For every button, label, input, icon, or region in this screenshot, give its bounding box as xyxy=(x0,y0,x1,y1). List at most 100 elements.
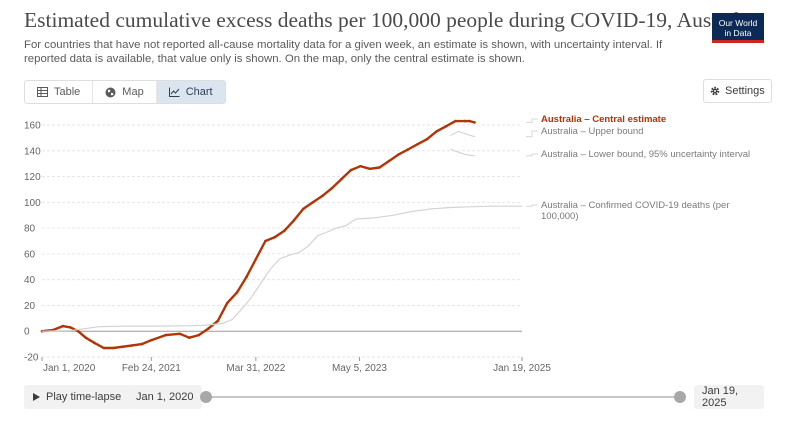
data-point xyxy=(61,324,65,328)
data-point xyxy=(245,275,248,279)
x-tick-label: Feb 24, 2021 xyxy=(122,363,181,374)
line-chart-icon xyxy=(168,87,180,97)
y-tick-label: 60 xyxy=(24,249,36,260)
timeline-start-handle[interactable] xyxy=(200,391,212,403)
owid-logo[interactable]: Our World in Data xyxy=(712,13,764,43)
data-point xyxy=(368,167,372,171)
x-tick-label: May 5, 2023 xyxy=(332,363,387,374)
view-tabs: Table Map Chart xyxy=(24,80,226,104)
data-point xyxy=(112,346,115,350)
legend-connector xyxy=(526,118,538,123)
play-timelapse-button[interactable]: Play time-lapse xyxy=(24,385,131,409)
axes: -20 0 20 40 60 80 100 120 140 160 Jan 1, 2020 Feb 2… xyxy=(24,121,551,375)
data-point xyxy=(207,327,210,330)
data-point xyxy=(254,257,258,261)
legend-connector xyxy=(526,153,538,157)
tab-chart[interactable]: Chart xyxy=(156,81,225,103)
data-point xyxy=(93,341,96,345)
tab-map[interactable]: Map xyxy=(93,81,157,103)
data-point xyxy=(140,342,144,346)
data-point xyxy=(416,143,419,146)
logo-line-2: in Data xyxy=(724,28,752,38)
x-tick-label: Jan 1, 2020 xyxy=(43,363,96,374)
series-line-lower xyxy=(450,149,475,157)
globe-icon xyxy=(105,87,116,97)
data-point xyxy=(349,168,353,172)
data-point xyxy=(188,336,191,340)
data-point xyxy=(121,345,125,349)
data-point xyxy=(311,201,315,204)
data-point xyxy=(378,166,381,169)
data-point xyxy=(235,291,239,294)
tab-table-label: Table xyxy=(54,86,81,98)
play-label: Play time-lapse xyxy=(46,391,122,403)
data-point xyxy=(292,219,296,222)
legend-label-confirmed[interactable]: Australia – Confirmed COVID-19 deaths (p… xyxy=(541,200,730,211)
logo-line-1: Our World xyxy=(718,18,758,28)
gear-icon xyxy=(710,86,720,96)
data-point xyxy=(359,164,362,168)
y-tick-label: 140 xyxy=(24,146,41,157)
data-point xyxy=(197,333,201,337)
legend-label-confirmed-cont: 100,000) xyxy=(541,211,579,222)
tab-map-label: Map xyxy=(122,86,144,98)
data-point xyxy=(178,332,182,336)
tab-table[interactable]: Table xyxy=(25,81,94,103)
grid xyxy=(42,124,522,358)
data-point xyxy=(302,207,305,211)
data-point xyxy=(150,338,153,342)
legend-label-lower[interactable]: Australia – Lower bound, 95% uncertainty… xyxy=(541,149,750,160)
data-point xyxy=(425,137,429,141)
y-tick-label: 120 xyxy=(24,172,41,183)
data-point xyxy=(84,336,87,340)
chart-subtitle: For countries that have not reported all… xyxy=(24,39,663,65)
data-point xyxy=(76,329,80,333)
data-point xyxy=(273,235,277,239)
data-point xyxy=(444,125,448,128)
data-point xyxy=(264,239,267,243)
play-icon xyxy=(33,393,40,401)
data-point xyxy=(463,119,467,123)
series-lines xyxy=(40,119,523,350)
legend-connector xyxy=(526,204,538,207)
settings-label: Settings xyxy=(725,85,765,97)
data-point xyxy=(69,326,72,329)
y-tick-label: 100 xyxy=(24,198,41,209)
data-point xyxy=(406,148,410,151)
y-tick-label: 80 xyxy=(24,224,36,235)
series-line-confirmed xyxy=(41,205,523,332)
y-tick-label: 40 xyxy=(24,275,36,286)
series-line-central xyxy=(40,119,476,350)
x-tick-label: Jan 19, 2025 xyxy=(493,363,551,374)
data-point xyxy=(131,344,134,347)
settings-button[interactable]: Settings xyxy=(703,79,772,103)
data-point xyxy=(468,119,472,123)
data-point xyxy=(321,194,324,198)
data-point xyxy=(473,121,476,124)
data-point xyxy=(397,153,400,156)
tab-chart-label: Chart xyxy=(185,86,213,98)
data-point xyxy=(387,159,391,163)
legend-label-central[interactable]: Australia – Central estimate xyxy=(541,114,666,125)
legend-connector xyxy=(526,130,538,138)
series-line-upper xyxy=(450,130,475,138)
timeline: Play time-lapse Jan 1, 2020 Jan 19, 2025 xyxy=(24,385,764,409)
data-point xyxy=(435,130,438,133)
timeline-end-date[interactable]: Jan 19, 2025 xyxy=(694,385,764,409)
data-point xyxy=(216,319,220,323)
y-tick-label: 160 xyxy=(24,121,41,132)
legend-label-upper[interactable]: Australia – Upper bound xyxy=(541,126,643,137)
y-tick-label: 20 xyxy=(24,301,36,312)
timeline-end-handle[interactable] xyxy=(674,391,686,403)
data-point xyxy=(102,346,106,350)
data-point xyxy=(330,186,334,190)
x-tick-label: Mar 31, 2022 xyxy=(226,363,285,374)
data-point xyxy=(226,301,229,305)
timeline-track[interactable] xyxy=(206,396,680,398)
data-point xyxy=(164,333,167,337)
table-icon xyxy=(37,87,48,97)
data-point xyxy=(340,177,343,181)
timeline-start-date[interactable]: Jan 1, 2020 xyxy=(128,385,202,409)
